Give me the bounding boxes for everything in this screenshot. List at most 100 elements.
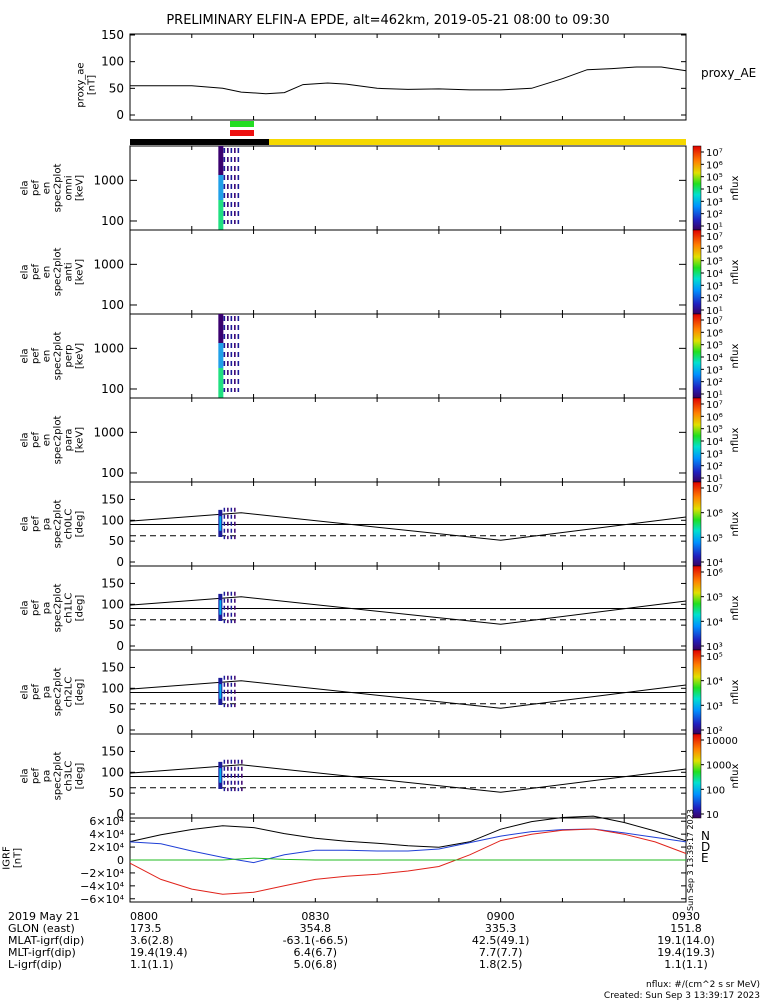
pa-colorbar-tick-label: 10000 (706, 736, 738, 747)
pa-colorbar-bar (692, 649, 702, 735)
footer-value: 42.5(49.1) (472, 934, 530, 947)
pa-spectrogram-strip (219, 516, 222, 531)
spec-colorbar-label: nflux (730, 427, 741, 452)
spec-tick-label: 100 (101, 298, 124, 312)
pa-colorbar-tick-label: 10⁴ (706, 558, 723, 569)
pa-ylabel-line: ch1LC (64, 593, 75, 624)
spec-ylabel-line: pef (31, 264, 42, 281)
pa-colorbar-label: nflux (730, 763, 741, 788)
pa-tick-label: 50 (109, 786, 124, 800)
pa-ylabel-line: [deg] (75, 763, 86, 790)
spec-ylabel-line: ela (20, 348, 31, 363)
pa-loss-cone-line (129, 596, 687, 625)
footer-value: 19.1(14.0) (657, 934, 715, 947)
pa-tick-label: 150 (101, 576, 124, 590)
igrf-ylabel-line: IGRF (2, 846, 13, 870)
pa-colorbar-tick-label: 10³ (706, 642, 723, 653)
spec-panel-frame (129, 145, 687, 231)
spec-panel-frame (129, 313, 687, 399)
igrf-ylabel-line: [nT] (13, 848, 24, 868)
science-zone-marker-red (230, 130, 254, 136)
spec-colorbar-tick-label: 10¹ (706, 222, 723, 233)
footer-note-created: Created: Sun Sep 3 13:39:17 2023 (604, 991, 760, 1000)
spec-ylabel-line: ela (20, 432, 31, 447)
spec-ylabel-line: spec2plot (53, 416, 64, 465)
pa-colorbar-label: nflux (730, 511, 741, 536)
pa-tick-label: 100 (101, 765, 124, 779)
pa-colorbar-tick-label: 10⁴ (706, 617, 723, 628)
pa-colorbar-label: nflux (730, 595, 741, 620)
pa-ylabel-line: pef (31, 600, 42, 617)
spec-tick-label: 1000 (93, 341, 124, 355)
pa-ylabel-line: ela (20, 768, 31, 783)
pa-spectrogram-strip (219, 684, 222, 699)
footer-value: 3.6(2.8) (130, 934, 174, 947)
spec-colorbar-tick-label: 10⁵ (706, 341, 723, 352)
spec-colorbar-tick-label: 10⁷ (706, 316, 723, 327)
pa-colorbar-tick-label: 10⁵ (706, 533, 723, 544)
status-bar-yellow (269, 139, 686, 145)
spec-tick-label: 1000 (93, 173, 124, 187)
pa-colorbar-tick-label: 10 (706, 810, 719, 821)
spec-colorbar-tick-label: 10⁷ (706, 400, 723, 411)
spec-ylabel-line: pef (31, 180, 42, 197)
pa-tick-label: 0 (116, 723, 124, 737)
figure-title: PRELIMINARY ELFIN-A EPDE, alt=462km, 201… (166, 13, 609, 28)
pa-tick-label: 150 (101, 660, 124, 674)
spectrogram-strip (218, 368, 224, 398)
pa-ylabel-line: spec2plot (53, 668, 64, 717)
footer-value: 0830 (301, 910, 329, 923)
spec-colorbar-tick-label: 10⁴ (706, 269, 723, 280)
spec-colorbar-label: nflux (730, 175, 741, 200)
pa-tick-label: 150 (101, 744, 124, 758)
spec-colorbar-tick-label: 10⁶ (706, 328, 723, 339)
footer-label: MLAT-igrf(dip) (8, 934, 84, 947)
spec-colorbar-tick-label: 10⁴ (706, 185, 723, 196)
pa-colorbar-bar (692, 565, 702, 651)
pa-ylabel-line: pa (42, 518, 53, 530)
spectrogram-strip (218, 146, 224, 175)
footer-value: -63.1(-66.5) (283, 934, 349, 947)
footer-value: 173.5 (130, 922, 162, 935)
spec-colorbar-tick-label: 10⁷ (706, 232, 723, 243)
spec-colorbar-tick-label: 10² (706, 462, 723, 473)
spec-ylabel-line: spec2plot (53, 164, 64, 213)
spec-tick-label: 100 (101, 214, 124, 228)
spec-colorbar-tick-label: 10³ (706, 281, 723, 292)
spec-panel-frame (129, 229, 687, 315)
spec-colorbar-bar (692, 397, 702, 483)
spec-colorbar-tick-label: 10² (706, 294, 723, 305)
spec-colorbar-tick-label: 10⁵ (706, 173, 723, 184)
pa-tick-label: 50 (109, 534, 124, 548)
pa-ylabel-line: [deg] (75, 679, 86, 706)
spec-colorbar-tick-label: 10⁵ (706, 425, 723, 436)
proxy-ae-tick-label: 150 (101, 28, 124, 42)
pa-ylabel-line: ch2LC (64, 677, 75, 708)
footer-note-units: nflux: #/(cm^2 s sr MeV) (646, 980, 760, 990)
spec-colorbar-bar (692, 229, 702, 315)
igrf-tick-label: 0 (117, 854, 124, 867)
pa-tick-label: 100 (101, 597, 124, 611)
proxy-ae-tick-label: 0 (116, 108, 124, 122)
spectrogram-strip (218, 343, 224, 368)
pa-tick-label: 0 (116, 807, 124, 821)
proxy-ae-frame (129, 33, 687, 121)
igrf-legend-E: E (701, 851, 709, 865)
pa-loss-cone-line (129, 764, 687, 793)
spec-colorbar-tick-label: 10³ (706, 197, 723, 208)
pa-ylabel-line: ch3LC (64, 761, 75, 792)
pa-colorbar-label: nflux (730, 679, 741, 704)
igrf-total-line (129, 815, 687, 848)
footer-label: 2019 May 21 (8, 910, 80, 923)
igrf-tick-label: 4×10⁴ (89, 828, 124, 841)
spec-ylabel-line: [keV] (75, 175, 86, 201)
spec-ylabel-line: ela (20, 180, 31, 195)
spec-colorbar-tick-label: 10⁴ (706, 353, 723, 364)
pa-colorbar-bar (692, 481, 702, 567)
spec-ylabel-line: pef (31, 348, 42, 365)
spec-ylabel-line: para (64, 429, 75, 452)
pa-loss-cone-line (129, 512, 687, 541)
footer-label: MLT-igrf(dip) (8, 946, 76, 959)
